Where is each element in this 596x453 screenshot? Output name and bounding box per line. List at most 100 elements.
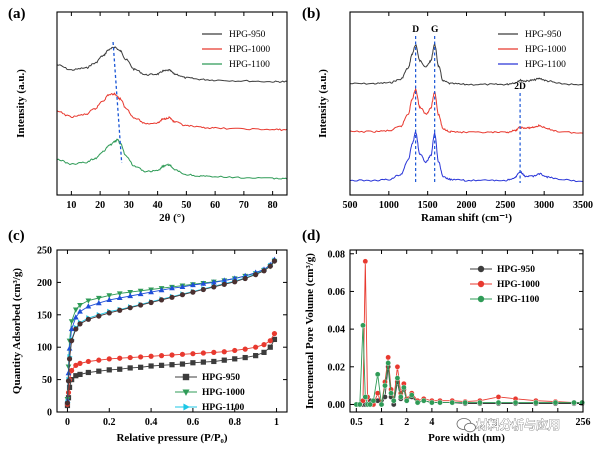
data-point <box>85 298 92 304</box>
y-axis-title: Quantity Adsorbed (cm³/g) <box>11 268 23 394</box>
data-point <box>200 280 207 286</box>
data-point <box>397 394 404 400</box>
data-point <box>73 362 79 368</box>
data-point <box>449 399 456 406</box>
dashed-guide <box>112 41 123 164</box>
legend-label: HPG-1100 <box>229 60 270 70</box>
panel-label: (b) <box>302 6 320 22</box>
data-point <box>85 303 92 309</box>
x-tick-label: 4 <box>429 417 434 428</box>
series-hpg-950 <box>57 46 287 84</box>
data-point <box>267 344 273 350</box>
data-point <box>261 268 267 274</box>
data-point <box>169 285 175 291</box>
data-point <box>73 326 79 332</box>
data-point <box>271 258 278 264</box>
data-point <box>85 316 91 322</box>
data-point <box>211 284 217 290</box>
data-point <box>190 289 196 295</box>
legend-entry: HPG-950 <box>498 30 562 40</box>
data-point <box>106 310 112 316</box>
data-point <box>65 378 72 384</box>
series-line <box>350 87 583 134</box>
plot-frame <box>349 249 584 413</box>
y-tick-label: 0.02 <box>328 362 346 373</box>
data-point <box>138 354 144 360</box>
data-point <box>221 357 227 363</box>
data-point <box>158 287 165 293</box>
data-point <box>96 313 102 319</box>
data-point <box>95 295 102 302</box>
data-point <box>408 392 415 398</box>
chart-panel-c: 0 0.2 0.4 0.6 0.8 1 Relative pressure (P/P₀) 0 5… <box>8 228 288 444</box>
series-line <box>57 92 287 132</box>
data-point <box>116 291 123 297</box>
data-point <box>127 290 134 296</box>
data-point <box>271 336 278 343</box>
series-hpg-1000 <box>353 258 585 408</box>
data-point <box>66 356 73 362</box>
data-point <box>362 258 369 265</box>
series-line <box>67 260 275 400</box>
series-hpg-1000 <box>57 92 287 132</box>
x-tick-label: 0 <box>65 417 70 428</box>
y-tick-label: 0 <box>47 408 52 419</box>
y-tick-label: 200 <box>37 278 52 289</box>
data-point <box>68 319 75 325</box>
legend-label: HPG-1100 <box>525 60 566 70</box>
data-point <box>232 347 238 354</box>
legend-entry: HPG-1000 <box>175 388 245 398</box>
x-tick-label: 1500 <box>418 200 438 211</box>
data-point <box>179 292 186 298</box>
data-point <box>106 293 113 299</box>
data-point <box>96 368 102 374</box>
x-tick-label: 10 <box>66 200 76 211</box>
legend-label: HPG-1000 <box>525 45 566 55</box>
data-point <box>414 399 421 406</box>
x-tick-label: 50 <box>181 200 191 211</box>
legend-label: HPG-950 <box>497 265 535 275</box>
data-point <box>370 397 377 404</box>
data-point <box>96 357 102 363</box>
data-point <box>388 390 394 396</box>
x-tick-label: 1 <box>379 417 384 428</box>
data-point <box>190 360 196 366</box>
panel-label: (a) <box>8 6 26 22</box>
data-point <box>190 281 196 288</box>
data-point <box>85 358 91 365</box>
data-point <box>242 275 248 282</box>
data-point <box>66 384 73 390</box>
data-point <box>169 352 175 358</box>
data-point <box>95 300 102 306</box>
data-point <box>148 299 154 306</box>
series-line <box>350 41 583 86</box>
x-tick-label: 80 <box>268 200 278 211</box>
data-point <box>437 399 443 406</box>
data-point <box>138 302 144 308</box>
data-point <box>158 297 165 303</box>
wechat-bubble-small <box>464 422 476 433</box>
x-tick-label: 2500 <box>495 200 515 211</box>
y-tick-label: 50 <box>42 375 52 386</box>
data-point <box>77 371 83 378</box>
series-hpg-1000 <box>350 87 583 134</box>
data-point <box>232 356 238 362</box>
series-hpg-1100 <box>57 138 287 180</box>
x-tick-label: 1000 <box>379 200 399 211</box>
x-axis-title: Pore width (nm) <box>428 432 505 444</box>
data-point <box>362 394 369 400</box>
data-point <box>394 363 401 370</box>
data-point <box>552 399 559 406</box>
x-tick-label: 40 <box>153 200 163 211</box>
data-point <box>495 394 502 400</box>
legend-entry: HPG-1100 <box>175 403 244 413</box>
data-point <box>64 400 71 406</box>
data-point <box>72 307 79 313</box>
data-point <box>106 356 112 362</box>
data-point <box>77 360 83 366</box>
data-point <box>72 314 79 320</box>
plot-frame <box>56 11 288 196</box>
data-point <box>267 338 273 344</box>
x-tick-label: 3500 <box>573 200 593 211</box>
